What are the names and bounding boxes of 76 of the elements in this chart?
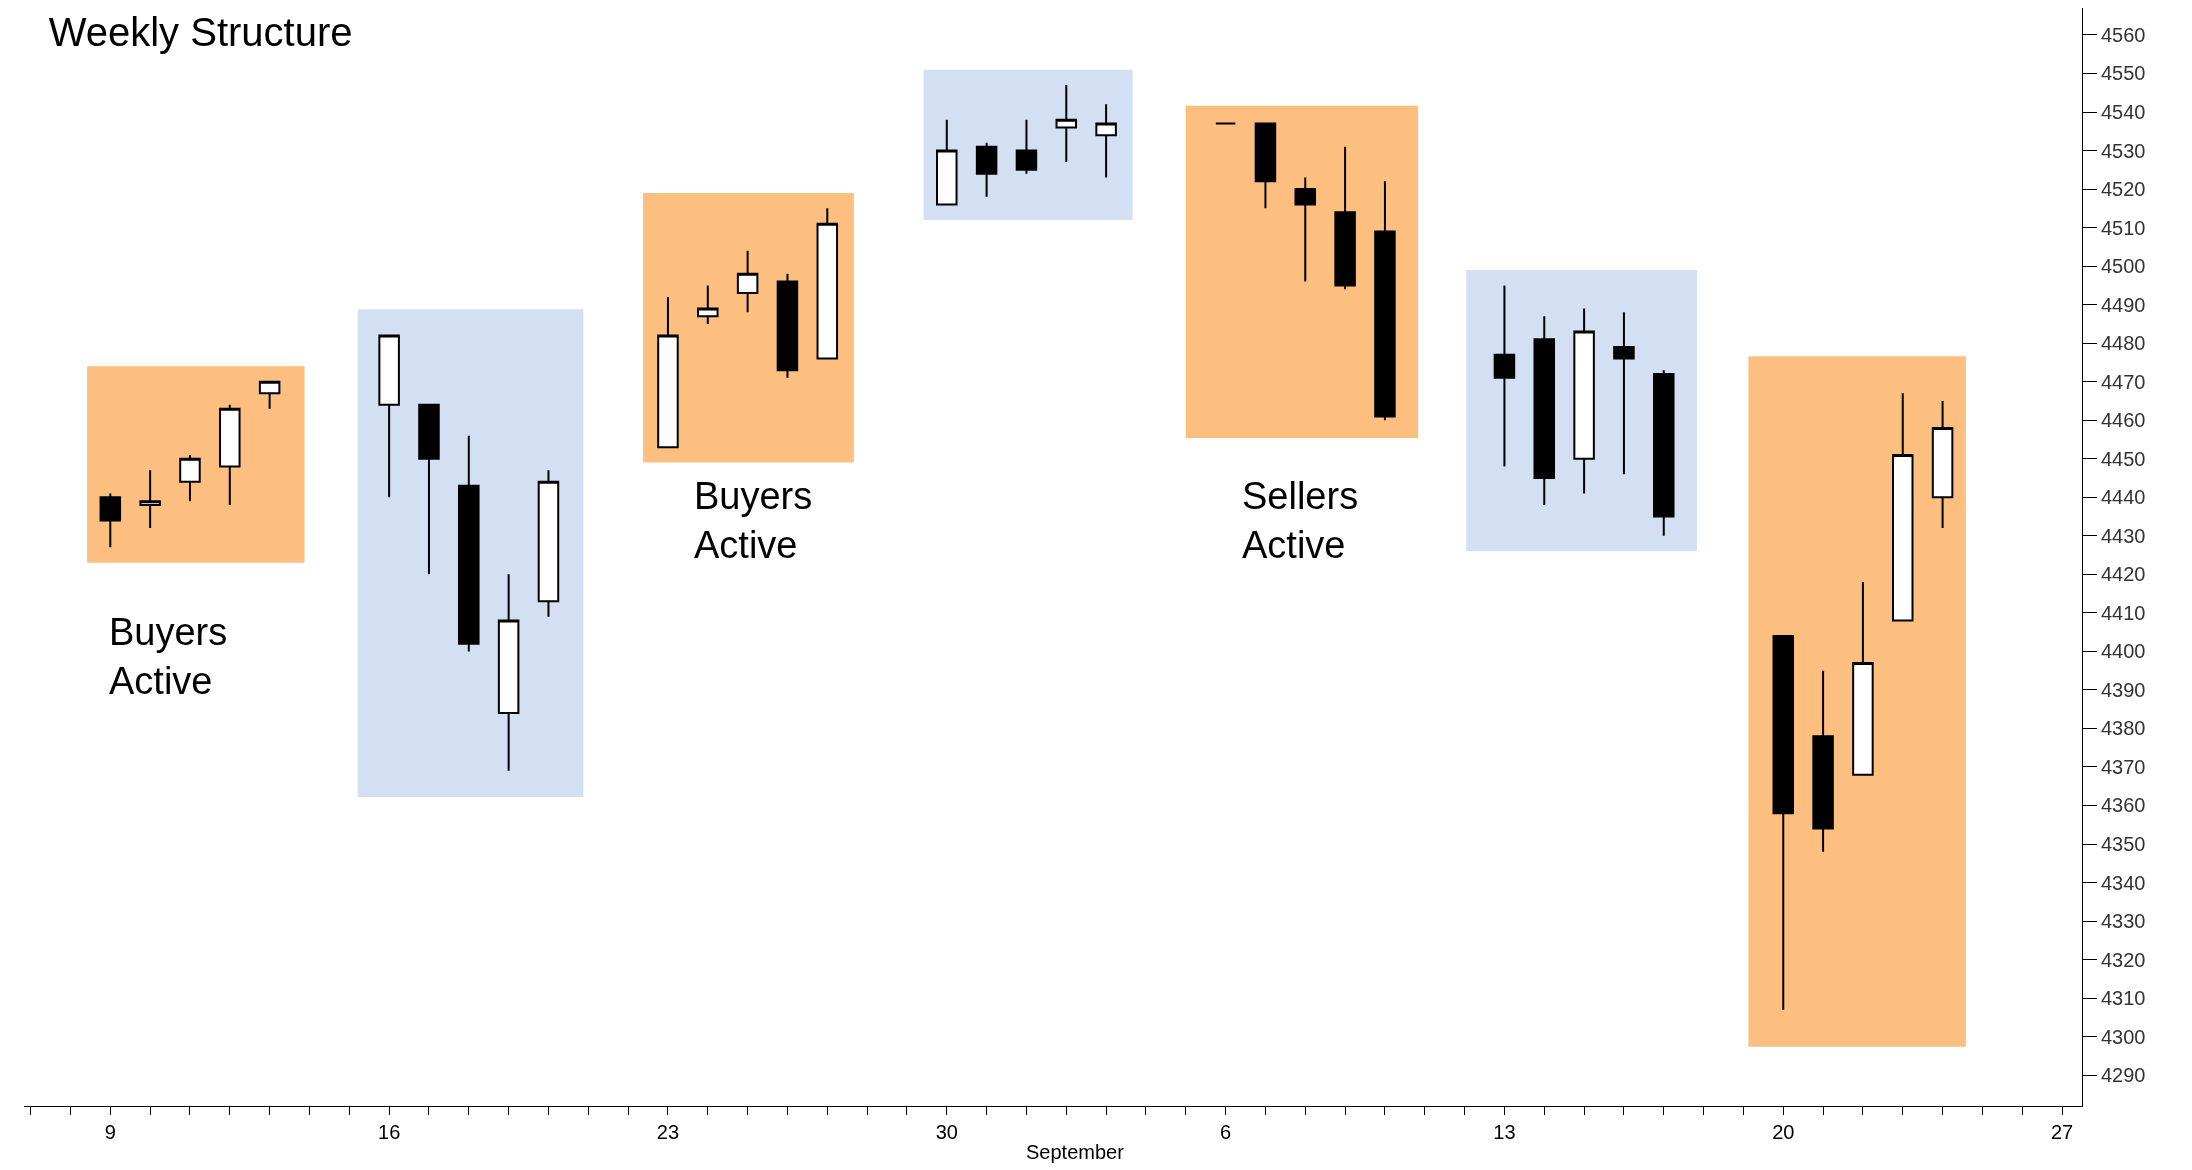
y-tick-label: 4430 [2101, 524, 2146, 547]
y-tick-label: 4440 [2101, 486, 2146, 509]
candlestick [1294, 176, 1317, 283]
y-tick-label: 4290 [2101, 1064, 2146, 1087]
candlestick [1931, 399, 1954, 530]
candlestick [258, 380, 281, 410]
y-tick-label: 4310 [2101, 987, 2146, 1010]
y-tick-label: 4330 [2101, 910, 2146, 933]
candlestick [537, 469, 560, 618]
candlestick [418, 403, 440, 576]
y-tick-label: 4530 [2101, 139, 2146, 162]
candlestick [1812, 669, 1834, 853]
y-tick-label: 4320 [2101, 948, 2146, 971]
x-tick-label: 9 [104, 1121, 116, 1143]
y-tick-label: 4450 [2101, 447, 2146, 470]
y-tick-label: 4560 [2101, 23, 2146, 46]
y-tick-label: 4520 [2101, 178, 2146, 201]
y-tick-label: 4540 [2101, 101, 2146, 124]
y-tick-label: 4420 [2101, 563, 2146, 586]
candlestick [975, 141, 998, 198]
candlestick [1374, 180, 1396, 422]
x-tick-label: 13 [1493, 1121, 1516, 1143]
candlestick [816, 207, 839, 360]
candlestick [1892, 392, 1914, 622]
candlestick [1573, 307, 1595, 495]
candlestick [497, 573, 520, 772]
y-tick-label: 4360 [2101, 794, 2146, 817]
annotation: Buyers Active [694, 475, 813, 567]
y-tick-label: 4550 [2101, 62, 2146, 85]
candlestick [697, 284, 719, 325]
candlestick [736, 249, 759, 314]
candlestick [1613, 311, 1635, 476]
y-tick-label: 4390 [2101, 678, 2146, 701]
y-tick-label: 4400 [2101, 640, 2146, 663]
candlestick [1334, 145, 1356, 291]
x-tick-label: 16 [378, 1121, 401, 1143]
annotation: Buyers Active [109, 611, 228, 703]
candlestick [1055, 84, 1078, 164]
y-tick-label: 4340 [2101, 871, 2146, 894]
x-tick-label: 20 [1772, 1121, 1795, 1143]
y-tick-label: 4410 [2101, 601, 2146, 624]
chart-title: Weekly Structure [48, 9, 353, 54]
x-tick-label: 30 [935, 1121, 958, 1143]
candlestick [139, 469, 161, 530]
y-tick-label: 4370 [2101, 755, 2146, 778]
candlestick [1533, 315, 1556, 506]
y-tick-label: 4380 [2101, 717, 2146, 740]
candlestick [1095, 103, 1117, 179]
y-tick-label: 4350 [2101, 833, 2146, 856]
annotation: Sellers Active [1242, 475, 1359, 567]
candlestick [657, 295, 679, 449]
candlestick [1772, 634, 1795, 1011]
candlestick [1493, 284, 1516, 468]
candlestick [99, 492, 122, 549]
y-tick-label: 4470 [2101, 370, 2146, 393]
y-tick-label: 4490 [2101, 293, 2146, 316]
candlestick [1653, 369, 1675, 537]
candlestick [1015, 118, 1038, 175]
x-tick-label: 6 [1220, 1121, 1232, 1143]
y-tick-label: 4510 [2101, 216, 2146, 239]
candlestick [776, 272, 799, 379]
y-tick-label: 4300 [2101, 1025, 2146, 1048]
y-tick-label: 4460 [2101, 409, 2146, 432]
candlestick [219, 403, 241, 506]
candlestick [179, 453, 201, 503]
candlestick [1214, 122, 1237, 125]
candlestick [378, 334, 400, 499]
y-tick-label: 4480 [2101, 332, 2146, 355]
candlestick [1852, 581, 1874, 776]
candlestick [458, 434, 480, 653]
candlestick [1254, 122, 1277, 210]
candlestick [936, 118, 958, 206]
text: September [1026, 1141, 1125, 1163]
x-tick-label: 23 [656, 1121, 680, 1143]
y-tick-label: 4500 [2101, 255, 2146, 278]
x-tick-label: 27 [2050, 1121, 2074, 1143]
